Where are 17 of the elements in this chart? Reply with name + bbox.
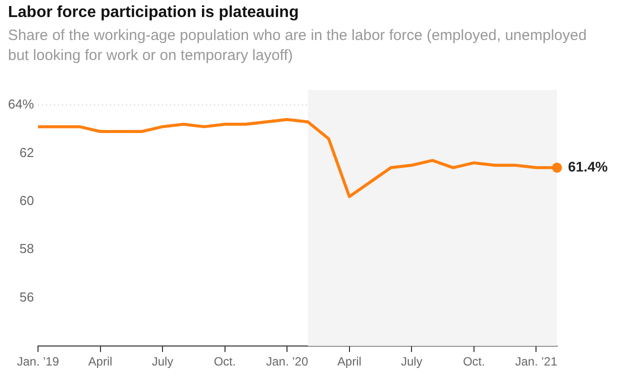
x-tick-label: July (152, 354, 174, 369)
annotation: 61.4% (568, 158, 608, 175)
x-tick-label: Oct. (462, 354, 485, 369)
y-tick-label: 56 (20, 289, 34, 304)
x-tick-label: Jan. ’19 (16, 354, 60, 369)
y-tick-label: 62 (20, 144, 34, 160)
x-tick-label: Oct. (214, 354, 236, 369)
y-tick-label: 58 (20, 241, 34, 256)
x-tick-label: April (337, 354, 362, 369)
y-tick-label: 64% (8, 96, 34, 112)
y-tick-label: 60 (20, 192, 34, 208)
chart-subtitle: Share of the working-age population who are in the labor force (employed, unemployed but looking for work or on temporary layoff) (8, 26, 588, 66)
x-tick-label: Jan. ’21 (515, 354, 558, 369)
x-tick-label: April (88, 354, 112, 369)
x-tick-label: Jan. ’20 (266, 354, 308, 369)
chart-title: Labor force participation is plateauing (8, 4, 299, 22)
x-tick-label: July (401, 354, 422, 369)
